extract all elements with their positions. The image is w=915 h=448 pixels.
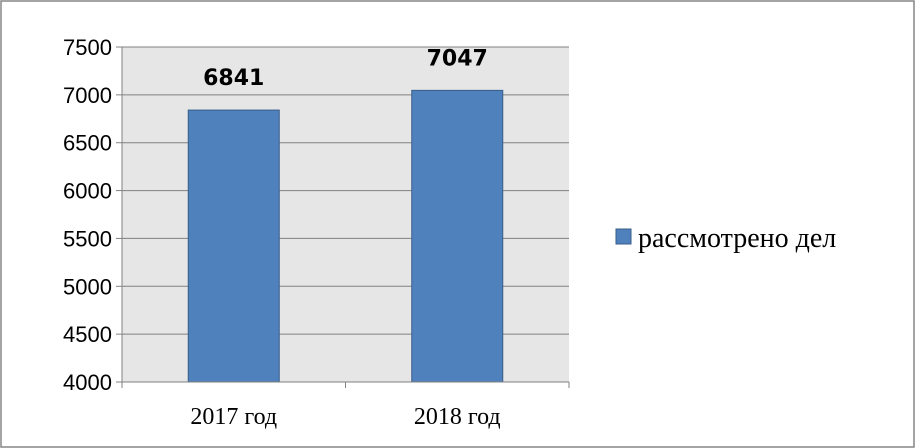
x-tick-labels: 2017 год 2018 год [190,404,500,430]
bar-1 [187,109,280,383]
bar-2 [411,89,504,383]
legend-label: рассмотрено дел [638,223,836,254]
data-label: 6841 [203,66,264,91]
y-tick-label: 7500 [63,35,112,60]
y-tick-label: 7000 [63,83,112,108]
y-tick-label: 6000 [63,179,112,204]
data-labels: 6841 7047 [203,46,488,91]
y-tick-label: 6500 [63,131,112,156]
y-tick-label: 4500 [63,322,112,347]
legend-swatch [615,228,632,245]
x-tick-label: 2018 год [414,404,501,430]
legend: рассмотрено дел [615,223,836,254]
y-tick-label: 5500 [63,226,112,251]
y-tick-label: 5000 [63,274,112,299]
y-tick-label: 4000 [63,370,112,395]
x-tick-label: 2017 год [190,404,277,430]
data-label: 7047 [427,46,488,71]
y-tick-labels: 4000 4500 5000 5500 6000 6500 7000 7500 [63,35,112,395]
axes [116,46,570,388]
